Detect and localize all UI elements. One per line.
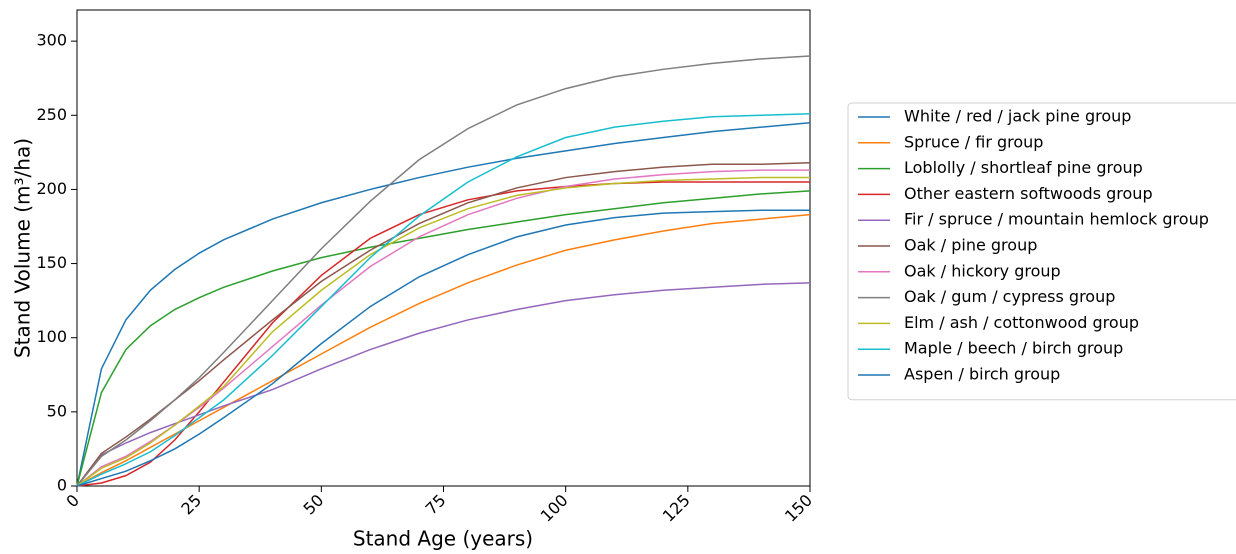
legend-label: Aspen / birch group bbox=[904, 365, 1060, 384]
x-tick-label: 50 bbox=[300, 491, 328, 519]
y-tick-label: 50 bbox=[47, 401, 67, 420]
x-tick-label: 100 bbox=[537, 491, 572, 526]
legend-label: Elm / ash / cottonwood group bbox=[904, 313, 1139, 332]
series-line bbox=[76, 213, 811, 487]
legend-label: White / red / jack pine group bbox=[904, 107, 1131, 126]
legend-box bbox=[847, 102, 1236, 401]
legend-label: Oak / gum / cypress group bbox=[904, 287, 1115, 306]
legend-label: Maple / beech / birch group bbox=[904, 339, 1123, 358]
series-line bbox=[76, 282, 811, 487]
series-line bbox=[76, 181, 810, 487]
series-line bbox=[76, 113, 811, 487]
series-line bbox=[76, 190, 811, 487]
series-line bbox=[76, 55, 811, 487]
legend: White / red / jack pine group Spruce / fi… bbox=[847, 102, 1236, 401]
legend-label: Spruce / fir group bbox=[904, 132, 1043, 151]
series-line bbox=[76, 169, 810, 487]
legend-label: Oak / pine group bbox=[904, 236, 1037, 255]
x-tick-label: 25 bbox=[177, 491, 205, 519]
legend-label: Loblolly / shortleaf pine group bbox=[904, 158, 1143, 177]
plot-frame bbox=[76, 9, 811, 487]
y-tick-label: 100 bbox=[36, 327, 67, 346]
x-tick-label: 0 bbox=[62, 491, 83, 512]
y-tick-label: 300 bbox=[36, 31, 67, 50]
y-tick-label: 150 bbox=[36, 253, 67, 272]
series-line bbox=[76, 209, 810, 487]
series-line bbox=[76, 121, 811, 487]
series-line bbox=[76, 161, 811, 487]
x-tick-label: 75 bbox=[422, 491, 450, 519]
x-tick-label: 150 bbox=[781, 491, 816, 526]
series-line bbox=[76, 176, 810, 487]
x-tick-label: 125 bbox=[659, 491, 694, 526]
y-tick-label: 200 bbox=[36, 179, 67, 198]
y-tick-label: 250 bbox=[36, 105, 67, 124]
legend-label: Fir / spruce / mountain hemlock group bbox=[904, 210, 1209, 229]
y-axis-label: Stand Volume (m³/ha) bbox=[11, 138, 35, 358]
legend-label: Oak / hickory group bbox=[904, 261, 1061, 280]
x-axis-label: Stand Age (years) bbox=[353, 527, 533, 551]
legend-label: Other eastern softwoods group bbox=[904, 184, 1153, 203]
y-tick-label: 0 bbox=[57, 476, 67, 495]
